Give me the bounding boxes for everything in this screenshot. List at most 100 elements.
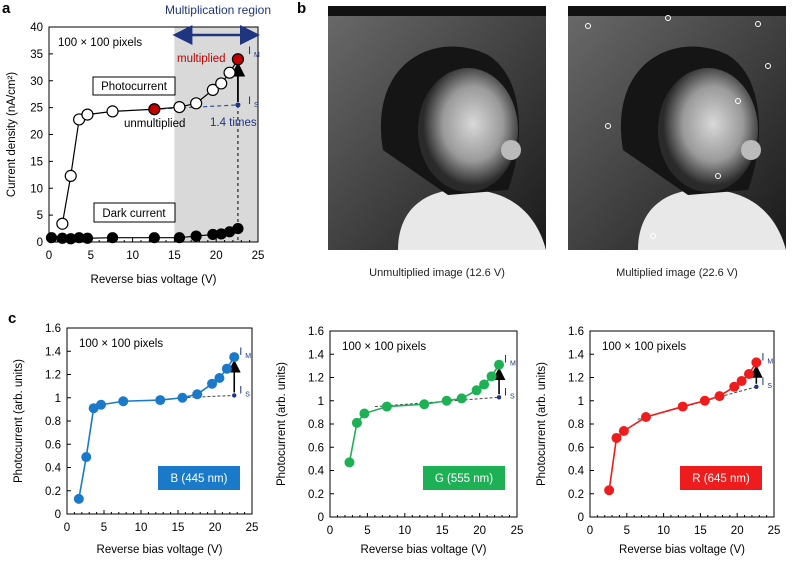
noise-spot [715, 173, 721, 179]
pixels-label: 100 × 100 pixels [342, 341, 426, 353]
x-tick-label: 10 [398, 525, 411, 537]
data-point [743, 369, 754, 380]
data-point [206, 83, 219, 96]
x-tick-label: 5 [624, 525, 630, 537]
highlight-point [231, 53, 245, 66]
x-axis-label: Reverse bias voltage (V) [361, 544, 487, 556]
y-tick-label: 35 [30, 49, 43, 61]
data-point [192, 389, 203, 400]
data-point [207, 378, 218, 389]
y-tick-label: 1 [318, 396, 324, 408]
data-point [56, 217, 69, 230]
data-point [214, 372, 225, 383]
y-tick-label: 1.2 [45, 370, 61, 382]
x-tick-label: 0 [64, 522, 70, 534]
unmultiplied-label: unmultiplied [124, 118, 185, 130]
x-tick-label: 25 [252, 250, 265, 262]
x-tick-label: 15 [172, 522, 185, 534]
x-tick-label: 25 [246, 522, 259, 534]
data-point [471, 385, 482, 396]
data-point [73, 493, 84, 504]
saturation-fit-line [182, 394, 235, 399]
data-point [215, 77, 228, 90]
panel-letter-b: b [297, 0, 306, 17]
data-point [223, 66, 236, 79]
y-tick-label: 0 [578, 512, 584, 524]
y-tick-label: 0.4 [568, 466, 585, 478]
chart-1: 0 0.2 0.4 0.6 0.8 1 1.2 1.4 1.6 0 5 10 15 20 25 Reverse… [13, 323, 258, 556]
y-tick-label: 1.2 [568, 373, 584, 385]
data-point [229, 352, 240, 363]
noise-spot [585, 23, 591, 29]
legend-label: B (445 nm) [171, 473, 228, 485]
data-point [677, 401, 688, 412]
highlight-point [148, 103, 161, 116]
is-point [754, 384, 759, 389]
chart-0: 0 5 10 15 20 25 30 35 40 0 5 10 15 20 25 Reverse bias v… [6, 3, 271, 286]
image-caption-left: Unmultiplied image (12.6 V) [369, 267, 505, 279]
region-label: Multiplication region [165, 3, 271, 17]
im-subscript: M [245, 353, 251, 360]
data-point [81, 232, 94, 244]
y-axis-label: Photocurrent (arb. units) [276, 362, 288, 486]
x-tick-label: 20 [473, 525, 486, 537]
y-tick-label: 0.4 [308, 466, 325, 478]
legend-label: G (555 nm) [435, 473, 493, 485]
data-point [381, 401, 392, 412]
is-label: I [761, 376, 764, 388]
y-tick-label: 0.6 [568, 442, 584, 454]
is-point [232, 393, 237, 398]
noise-spot [765, 63, 771, 69]
data-point [479, 379, 490, 390]
is-subscript: S [245, 391, 250, 398]
data-point [106, 105, 119, 118]
x-tick-label: 20 [210, 250, 223, 262]
y-axis-label: Photocurrent (arb. units) [13, 359, 25, 483]
chart-3: 0 0.2 0.4 0.6 0.8 1 1.2 1.4 1.6 0 5 10 15 20 25 Reverse… [536, 326, 780, 556]
y-tick-label: 10 [30, 183, 43, 195]
pixels-label: 100 × 100 pixels [602, 341, 686, 353]
is-label: I [239, 384, 242, 396]
is-point [235, 102, 241, 108]
data-point [148, 232, 160, 244]
photocurrent-label: Photocurrent [101, 81, 168, 93]
image-caption-right: Multiplied image (22.6 V) [616, 267, 738, 279]
image-top-band [328, 6, 546, 16]
x-tick-label: 25 [511, 525, 524, 537]
data-point [81, 452, 92, 463]
y-tick-label: 25 [30, 103, 43, 115]
x-tick-label: 10 [657, 525, 670, 537]
data-point [232, 222, 244, 235]
x-axis-label: Reverse bias voltage (V) [97, 544, 223, 556]
data-point [81, 108, 94, 121]
dark-current-box [93, 202, 176, 223]
data-point [155, 395, 166, 406]
y-tick-label: 30 [30, 76, 43, 88]
y-tick-label: 1.2 [308, 373, 324, 385]
is-label: I [248, 95, 251, 107]
multiplied-label: multiplied [177, 53, 226, 65]
data-point [604, 485, 615, 496]
y-tick-label: 0.2 [45, 486, 61, 498]
x-tick-label: 25 [768, 525, 781, 537]
x-tick-label: 15 [436, 525, 449, 537]
data-point [344, 457, 355, 468]
data-point [699, 395, 710, 406]
data-point [486, 371, 497, 382]
is-point [496, 395, 502, 400]
noise-spot [755, 21, 761, 27]
data-point [177, 392, 188, 403]
x-tick-label: 10 [126, 250, 139, 262]
y-tick-label: 5 [37, 210, 43, 222]
x-tick-label: 0 [587, 525, 593, 537]
y-tick-label: 1.6 [568, 326, 584, 338]
im-subscript: M [254, 52, 260, 59]
x-tick-label: 5 [364, 525, 370, 537]
panel-letter-a: a [2, 0, 11, 17]
is-subscript: S [510, 393, 515, 400]
panel-b-images [328, 6, 786, 250]
data-point [64, 169, 77, 182]
x-tick-label: 5 [88, 250, 94, 262]
pixels-label: 100 × 100 pixels [79, 338, 163, 350]
